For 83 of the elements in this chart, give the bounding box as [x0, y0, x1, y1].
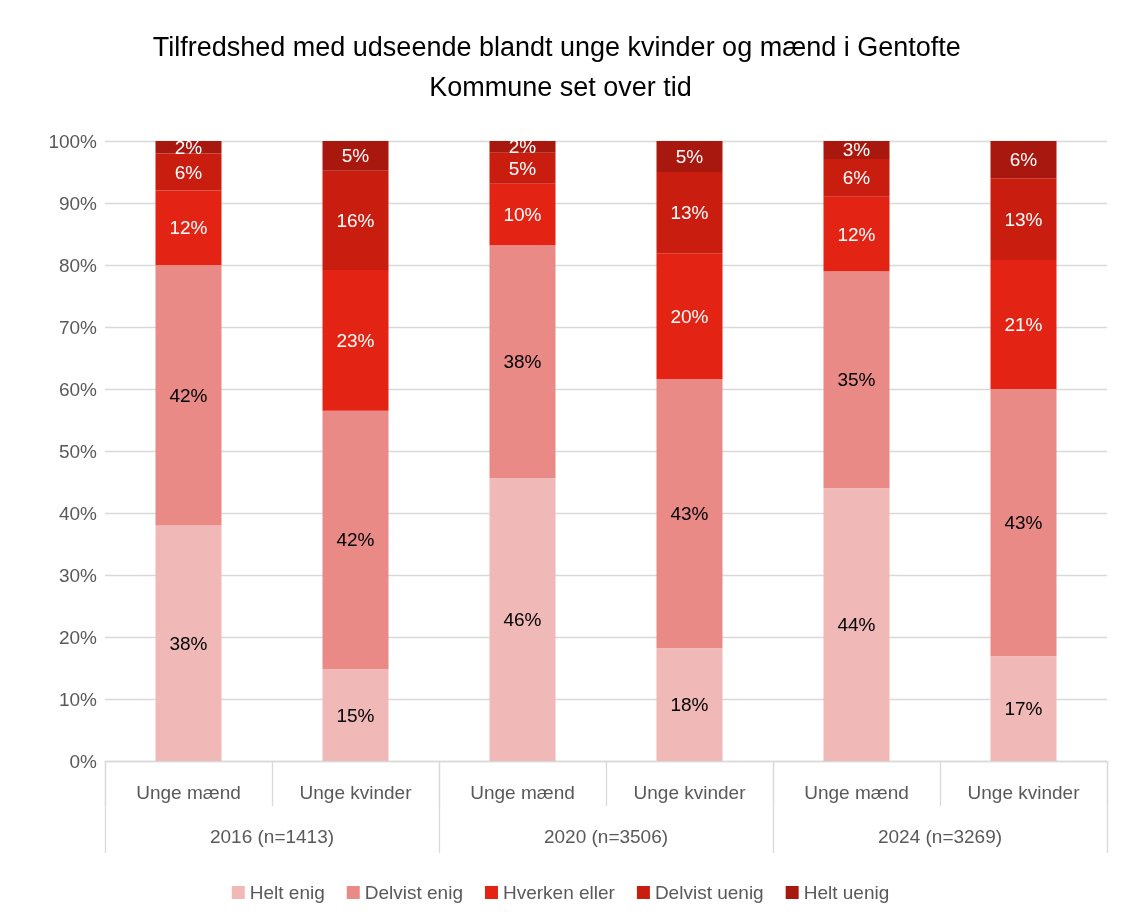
x-tick-label: Unge mænd [470, 782, 575, 803]
y-tick-label: 50% [58, 440, 98, 462]
chart-title: Tilfredshed med udseende blandt unge kvinder og mænd i Gentofte Kommune set over tid [152, 32, 969, 102]
data-label: 6% [174, 161, 203, 183]
data-label: 43% [1004, 512, 1043, 534]
bar [155, 190, 222, 265]
data-label: 43% [670, 503, 709, 525]
data-label: 5% [675, 146, 704, 167]
y-tick-label: 20% [58, 626, 98, 648]
bar [155, 265, 222, 526]
data-label: 5% [508, 157, 537, 179]
data-label: 2% [174, 136, 203, 158]
bar [990, 260, 1057, 389]
y-tick-label: 60% [58, 378, 98, 400]
text: 2020 (n=3506) [543, 826, 669, 847]
bar [656, 379, 723, 649]
bar [489, 478, 556, 761]
text: 2016 (n=1413) [209, 826, 335, 847]
data-label: 18% [670, 694, 709, 716]
data-label: 38% [503, 351, 542, 373]
bar [155, 525, 222, 761]
bar [823, 271, 890, 489]
data-label: 10% [503, 203, 542, 225]
legend-label: Helt uenig [803, 882, 890, 903]
bar [489, 245, 556, 479]
y-tick-label: 40% [58, 502, 98, 524]
bar [990, 141, 1057, 179]
bar [322, 669, 389, 761]
data-label: 6% [1009, 149, 1038, 171]
bar [656, 172, 723, 254]
data-label: 23% [336, 329, 375, 351]
data-label: 35% [837, 369, 876, 391]
data-label: 16% [336, 209, 375, 231]
legend-label: Hverken eller [502, 882, 616, 903]
x-tick-label: Unge mænd [136, 782, 241, 803]
data-label: 21% [1004, 314, 1043, 336]
data-label: 42% [169, 384, 208, 406]
data-label: 15% [336, 704, 375, 726]
data-label: 12% [837, 223, 876, 245]
data-label: 12% [169, 217, 208, 239]
data-label: 2% [508, 136, 537, 158]
legend-label: Delvist enig [364, 882, 463, 903]
bar [823, 158, 890, 197]
data-label: 38% [169, 632, 208, 654]
bar [823, 488, 890, 761]
data-label: 46% [503, 609, 542, 631]
x-tick-label: Unge kvinder [967, 782, 1081, 803]
bar [823, 196, 890, 272]
y-tick-label: 10% [58, 688, 98, 710]
y-tick-label: 90% [58, 192, 98, 214]
bar [489, 183, 556, 246]
text: 2024 (n=3269) [877, 826, 1003, 847]
bar [489, 152, 556, 184]
y-tick-label: 100% [48, 130, 98, 152]
legend-label: Helt enig [249, 882, 325, 903]
y-tick-label: 0% [69, 750, 98, 772]
x-tick-label: Unge kvinder [633, 782, 747, 803]
data-label: 5% [341, 145, 370, 167]
data-label: 17% [1004, 698, 1043, 720]
bar [155, 153, 222, 191]
data-label: 42% [336, 529, 375, 551]
data-label: 44% [837, 614, 876, 636]
bar [322, 141, 389, 171]
bar [656, 141, 723, 172]
bar [990, 389, 1057, 657]
data-label: 20% [670, 305, 709, 327]
bar [990, 656, 1057, 761]
y-tick-label: 30% [58, 564, 98, 586]
data-label: 13% [670, 202, 709, 224]
x-tick-label: Unge mænd [804, 782, 909, 803]
bar [322, 170, 389, 270]
data-label: 13% [1004, 208, 1043, 230]
x-tick-label: Unge kvinder [299, 782, 413, 803]
legend-label: Delvist uenig [654, 882, 764, 903]
bar [656, 648, 723, 761]
data-label: 3% [842, 139, 871, 161]
bar [322, 410, 389, 670]
bar [322, 269, 389, 411]
data-label: 6% [842, 167, 871, 189]
bar [990, 178, 1057, 261]
y-tick-label: 70% [58, 316, 98, 338]
bar [656, 253, 723, 380]
y-tick-label: 80% [58, 254, 98, 276]
